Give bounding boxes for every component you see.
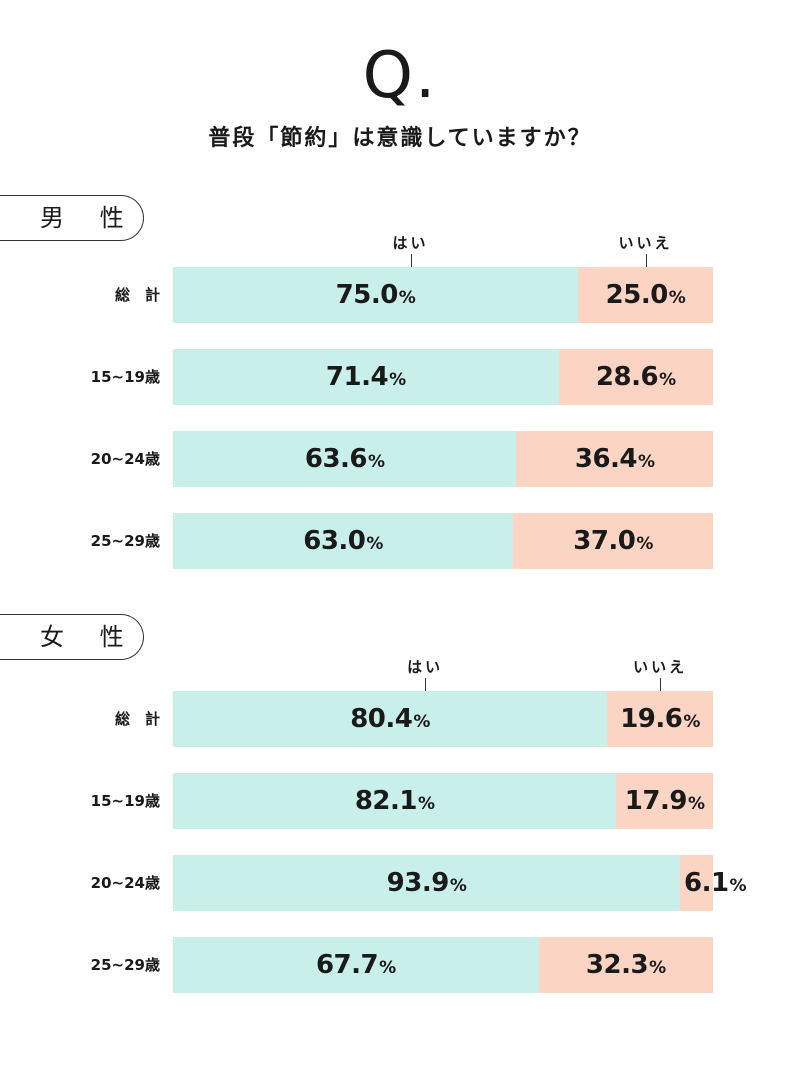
value-unit: % [413,712,430,732]
bar-segment-yes [173,691,608,747]
data-label-yes: 93.9% [173,855,680,911]
value-number: 80.4 [350,704,413,734]
bar-segment-yes [173,855,681,911]
value-number: 93.9 [386,868,450,898]
value-unit: % [398,288,416,308]
row-label: 20~24歳 [90,874,160,892]
value-unit: % [449,876,467,896]
bar-segment-no [680,855,713,911]
section-tab: 女 性 [0,614,144,660]
value-number: 71.4 [325,362,389,392]
data-label-yes: 63.0% [173,513,513,569]
data-label-no: 17.9% [616,773,713,829]
data-label-no: 25.0% [578,267,713,323]
bar-segment-yes [173,431,517,487]
bar-segment-yes [173,773,617,829]
value-number: 67.7 [315,950,379,980]
legend-tick [425,678,427,691]
legend-tick [645,254,647,267]
bar-segment-yes [173,267,578,323]
data-label-no: 19.6% [607,691,713,747]
value-number: 63.6 [304,444,368,474]
value-unit: % [638,452,655,472]
bar-segment-no [578,267,713,323]
data-label-yes: 75.0% [173,267,578,323]
value-unit: % [729,876,747,896]
value-unit: % [368,452,385,472]
value-unit: % [683,712,700,732]
bar-segment-yes [173,937,539,993]
value-unit: % [687,794,705,814]
row-label: 20~24歳 [90,450,160,468]
data-label-no: 37.0% [513,513,713,569]
data-label-yes: 63.6% [173,431,516,487]
data-label-no: 36.4% [516,431,713,487]
legend-tick [660,678,662,691]
row-label: 総 計 [114,286,160,304]
value-number: 19.6 [620,704,683,734]
value-number: 37.0 [573,526,636,556]
legend-label-yes: はい [407,658,444,676]
bar-segment-no [607,691,713,747]
value-number: 6.1 [683,868,729,898]
row-label: 15~19歳 [90,368,160,386]
value-unit: % [659,370,676,390]
data-label-no: 6.1% [680,855,750,911]
bar-segment-no [516,431,713,487]
value-unit: % [366,534,383,554]
question-text: 普段「節約」は意識していますか？ [208,126,592,151]
bar-segment-no [513,513,713,569]
data-label-yes: 82.1% [173,773,616,829]
row-label: 25~29歳 [90,532,160,550]
value-unit: % [668,288,686,308]
value-number: 36.4 [574,444,638,474]
bar-segment-yes [173,349,559,405]
row-label: 15~19歳 [90,792,160,810]
bar-segment-yes [173,513,514,569]
value-number: 17.9 [624,786,688,816]
data-label-yes: 67.7% [173,937,539,993]
value-number: 28.6 [595,362,659,392]
bar-segment-no [538,937,713,993]
value-unit: % [379,958,396,978]
bar-segment-no [616,773,713,829]
data-label-no: 28.6% [559,349,713,405]
value-number: 82.1 [354,786,418,816]
legend-label-no: いいえ [633,658,688,676]
section-tab: 男 性 [0,195,144,241]
question-mark-heading: Q. [362,39,438,113]
value-number: 63.0 [303,526,366,556]
data-label-yes: 71.4% [173,349,559,405]
data-label-yes: 80.4% [173,691,607,747]
value-unit: % [649,958,666,978]
data-label-no: 32.3% [539,937,713,993]
legend-label-no: いいえ [618,234,673,252]
value-number: 75.0 [335,280,399,310]
value-number: 32.3 [585,950,649,980]
row-label: 25~29歳 [90,956,160,974]
value-unit: % [417,794,435,814]
value-unit: % [389,370,406,390]
value-number: 25.0 [605,280,669,310]
legend-label-yes: はい [392,234,429,252]
value-unit: % [636,534,653,554]
bar-segment-no [558,349,713,405]
row-label: 総 計 [114,710,160,728]
legend-tick [410,254,412,267]
